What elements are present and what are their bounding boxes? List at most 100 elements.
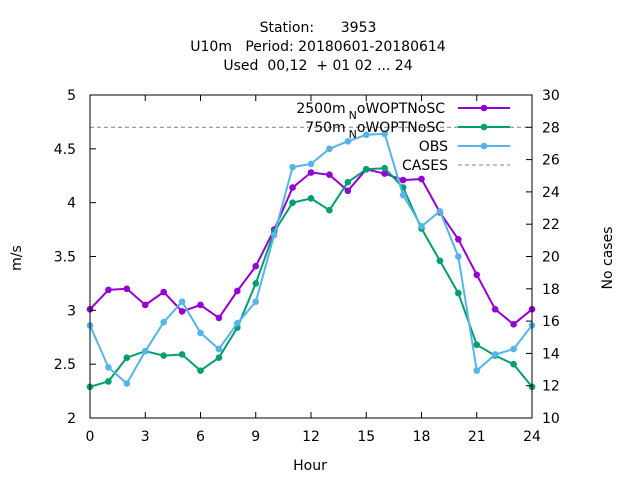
y2-tick-label: 30: [542, 88, 560, 104]
data-point: [178, 308, 186, 315]
data-point: [105, 378, 112, 385]
data-point: [491, 305, 499, 313]
data-point: [160, 352, 167, 359]
data-point: [455, 235, 462, 243]
data-point: [215, 314, 223, 322]
y-tick-label: 5: [67, 88, 76, 104]
data-point: [178, 298, 186, 306]
legend: 2500m NoWOPTNoSC 750m NoWOPTNoSC OBS CASES: [296, 101, 510, 174]
y2-tick-label: 22: [542, 217, 560, 233]
data-point: [455, 253, 462, 260]
series-layer: [86, 130, 536, 391]
x-tick-label: 6: [196, 429, 205, 445]
data-point: [455, 289, 462, 297]
data-point: [123, 354, 131, 362]
y2-tick-label: 10: [542, 411, 560, 427]
y-tick-label: 4: [67, 196, 76, 212]
data-point: [252, 298, 260, 306]
y-tick-label: 3.5: [54, 250, 76, 266]
data-point: [289, 184, 296, 191]
y2-tick-label: 12: [542, 379, 560, 395]
data-point: [123, 285, 131, 293]
data-point: [105, 364, 112, 371]
y2-tick-label: 16: [542, 314, 560, 330]
data-point: [473, 341, 481, 349]
x-axis-label: Hour: [293, 458, 327, 474]
title-line-1: Station: 3953: [260, 20, 377, 36]
data-point: [510, 360, 517, 368]
data-point: [491, 351, 499, 358]
legend-label-2500m: 2500m NoWOPTNoSC: [296, 101, 445, 122]
data-point: [105, 286, 112, 294]
data-point: [141, 301, 149, 309]
data-point: [326, 145, 333, 153]
data-point: [307, 169, 315, 176]
series-2500m: [86, 165, 536, 328]
data-point: [399, 176, 407, 184]
x-tick-label: 3: [141, 429, 150, 445]
data-point: [141, 347, 149, 355]
data-point: [252, 280, 260, 287]
legend-swatch-marker: [480, 104, 488, 112]
data-point: [197, 301, 204, 309]
x-tick-label: 12: [302, 429, 320, 445]
tick-layer: 0 3 6 9 12 15 18 21 24 2 2.5 3 3.5 4 4.5 5 10 12 14 16 18 20 2…: [54, 88, 560, 445]
data-point: [326, 171, 333, 178]
data-point: [123, 380, 131, 387]
x-tick-label: 21: [468, 429, 486, 445]
data-point: [344, 178, 352, 186]
data-point: [362, 165, 370, 173]
title-line-2: U10m Period: 20180601-20180614: [190, 39, 446, 55]
data-point: [362, 131, 370, 139]
legend-label-750m: 750m NoWOPTNoSC: [305, 120, 445, 141]
x-tick-label: 0: [86, 429, 95, 445]
data-point: [307, 160, 315, 168]
y-tick-label: 2: [67, 411, 76, 427]
data-point: [510, 345, 517, 353]
data-point: [381, 130, 388, 138]
data-point: [418, 223, 425, 230]
data-point: [215, 345, 223, 353]
data-point: [234, 287, 241, 295]
y2-tick-label: 24: [542, 185, 560, 201]
data-point: [436, 207, 444, 215]
y2-axis-label: No cases: [600, 227, 616, 290]
legend-label-cases: CASES: [402, 158, 448, 174]
series-obs: [86, 130, 536, 387]
data-point: [289, 163, 296, 171]
data-point: [197, 329, 204, 337]
legend-label-obs: OBS: [419, 139, 448, 155]
data-point: [326, 206, 333, 214]
data-point: [344, 187, 352, 195]
data-point: [197, 367, 204, 374]
data-point: [160, 318, 167, 326]
y-tick-label: 2.5: [54, 357, 76, 373]
data-point: [381, 164, 388, 172]
x-tick-label: 24: [523, 429, 541, 445]
x-tick-label: 18: [413, 429, 431, 445]
data-point: [215, 354, 223, 362]
data-point: [381, 170, 388, 177]
y2-tick-label: 18: [542, 282, 560, 298]
y-tick-label: 3: [67, 303, 76, 319]
plot-frame: [89, 94, 533, 419]
y2-tick-label: 26: [542, 153, 560, 169]
title-line-3: Used 00,12 + 01 02 ... 24: [223, 58, 412, 74]
legend-swatches: [458, 104, 510, 166]
data-point: [289, 199, 296, 206]
y2-tick-label: 20: [542, 250, 560, 266]
data-point: [473, 367, 481, 374]
data-point: [270, 231, 278, 239]
data-point: [160, 288, 167, 296]
data-point: [436, 257, 444, 265]
data-point: [344, 137, 352, 145]
data-point: [307, 195, 315, 202]
data-point: [399, 191, 407, 199]
y-axis-label: m/s: [9, 245, 25, 271]
data-point: [510, 321, 517, 328]
x-tick-label: 9: [251, 429, 260, 445]
y2-tick-label: 28: [542, 120, 560, 136]
x-tick-label: 15: [357, 429, 375, 445]
data-point: [252, 262, 260, 270]
